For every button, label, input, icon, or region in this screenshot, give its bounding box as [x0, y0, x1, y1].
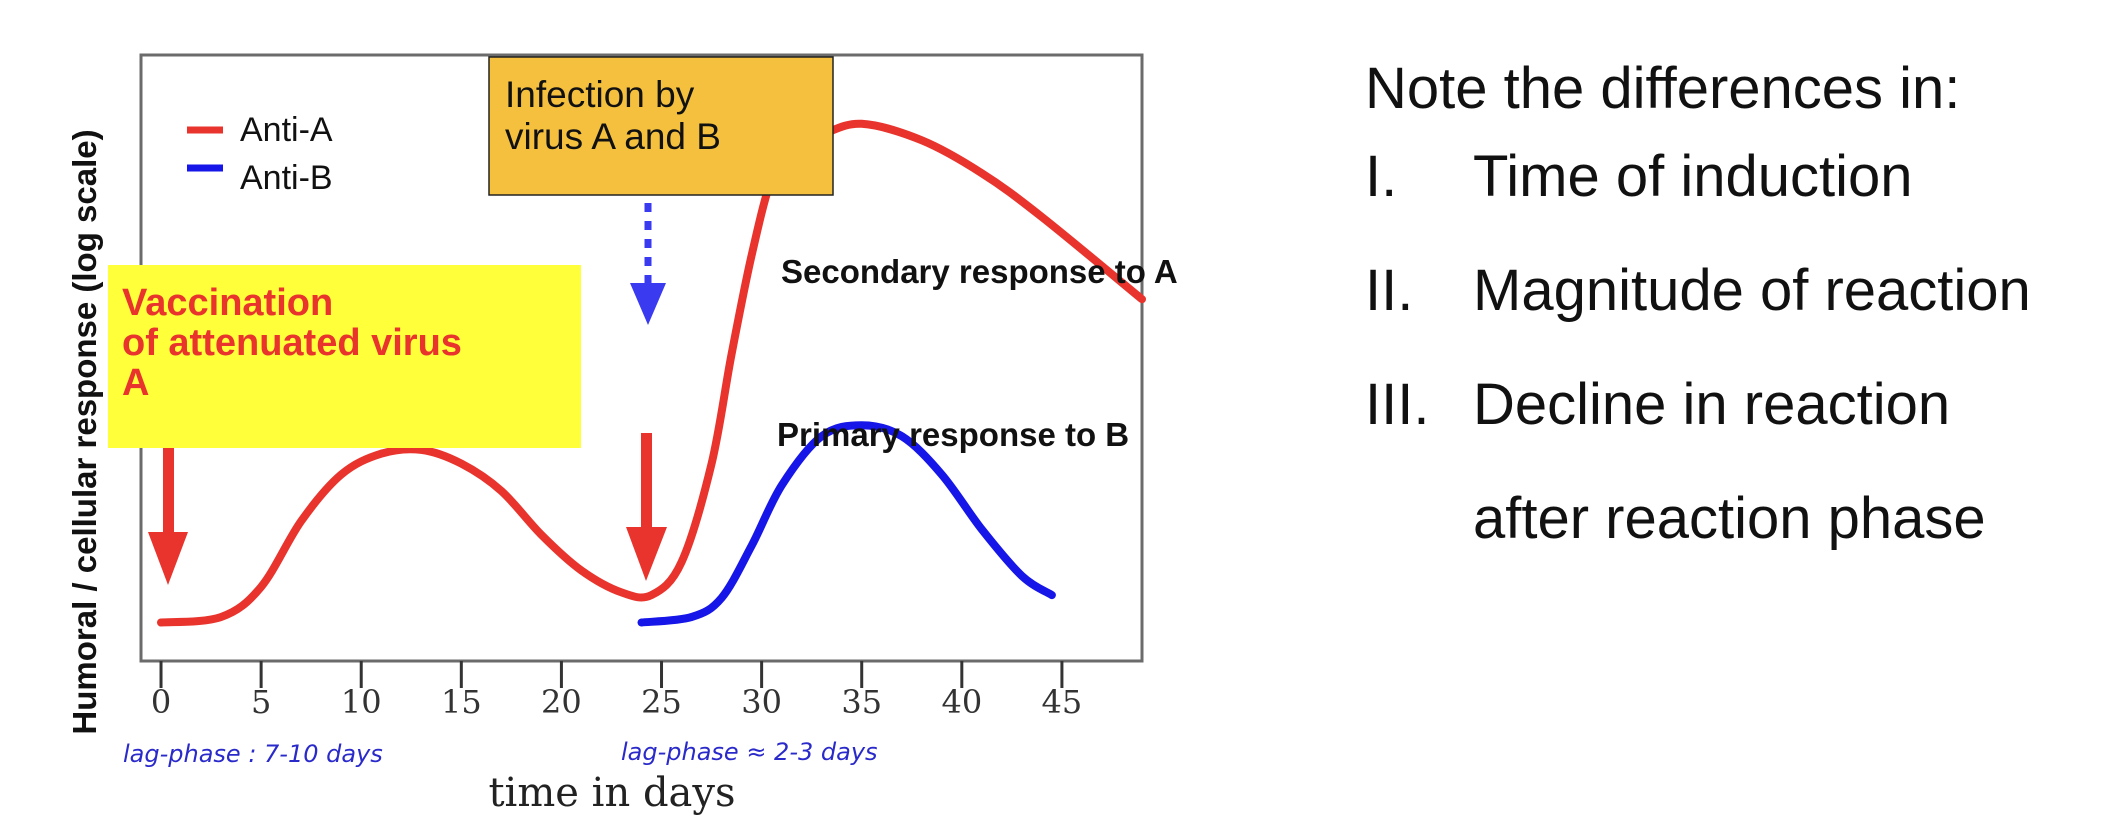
annotation-line: Vaccination — [122, 282, 333, 324]
primary-response-label: Primary response to B — [777, 416, 1129, 453]
x-tick-label: 25 — [641, 683, 682, 721]
x-axis-label: time in days — [488, 770, 735, 816]
notes-item-text: Decline in reaction — [1473, 372, 1951, 437]
x-tick-label: 45 — [1042, 683, 1083, 721]
x-tick-label: 15 — [441, 683, 482, 721]
x-tick-label: 5 — [251, 683, 271, 721]
vaccination-arrow — [148, 448, 188, 585]
handwritten-lag-phase-note-right: lag-phase ≈ 2-3 days — [621, 738, 878, 766]
notes-item-continuation: after reaction phase — [1473, 486, 1986, 551]
secondary-response-label: Secondary response to A — [781, 253, 1178, 290]
annotation-line: Infection by — [505, 74, 695, 115]
x-tick-label: 20 — [541, 683, 582, 721]
annotation-line: virus A and B — [505, 116, 721, 157]
x-tick-label: 0 — [151, 683, 171, 721]
notes-item-number: III. — [1365, 372, 1430, 437]
infection-box — [488, 56, 834, 196]
notes-item: II. Magnitude of reaction — [1365, 262, 2031, 320]
annotation-line: of attenuated virus — [122, 322, 462, 364]
notes-item-number: II. — [1365, 258, 1414, 323]
series-line-anti-b — [637, 421, 1056, 627]
notes-item-text: Time of induction — [1473, 144, 1913, 209]
vaccination-annotation: Vaccination of attenuated virus A — [122, 282, 462, 404]
notes-item-number: I. — [1365, 144, 1398, 209]
legend-label-anti-a: Anti-A — [240, 111, 333, 149]
infection-annotation: Infection by virus A and B — [505, 74, 721, 157]
infection-arrow — [626, 433, 667, 581]
series-line-anti-a — [157, 119, 1146, 627]
handwritten-lag-phase-note-left: lag-phase : 7-10 days — [123, 740, 383, 768]
notes-item: III. Decline in reaction — [1365, 376, 2031, 434]
x-tick-label: 40 — [941, 683, 982, 721]
infection-dotted-arrow — [630, 203, 666, 325]
legend: Anti-A Anti-B — [187, 111, 333, 197]
x-axis-ticks: 0 5 10 15 20 25 30 35 40 45 — [151, 661, 1082, 721]
x-tick-label: 35 — [841, 683, 882, 721]
x-tick-label: 30 — [741, 683, 782, 721]
legend-label-anti-b: Anti-B — [240, 159, 333, 197]
notes-heading: Note the differences in: — [1365, 56, 1961, 121]
notes-item: I. Time of induction — [1365, 148, 2031, 206]
y-axis-label: Humoral / cellular response (log scale) — [66, 129, 103, 734]
x-tick-label: 10 — [341, 683, 382, 721]
notes-panel: Note the differences in: I. Time of indu… — [1365, 60, 2031, 548]
vaccination-box — [108, 265, 581, 448]
notes-item-text: Magnitude of reaction — [1473, 258, 2031, 323]
annotation-line: A — [122, 362, 149, 404]
